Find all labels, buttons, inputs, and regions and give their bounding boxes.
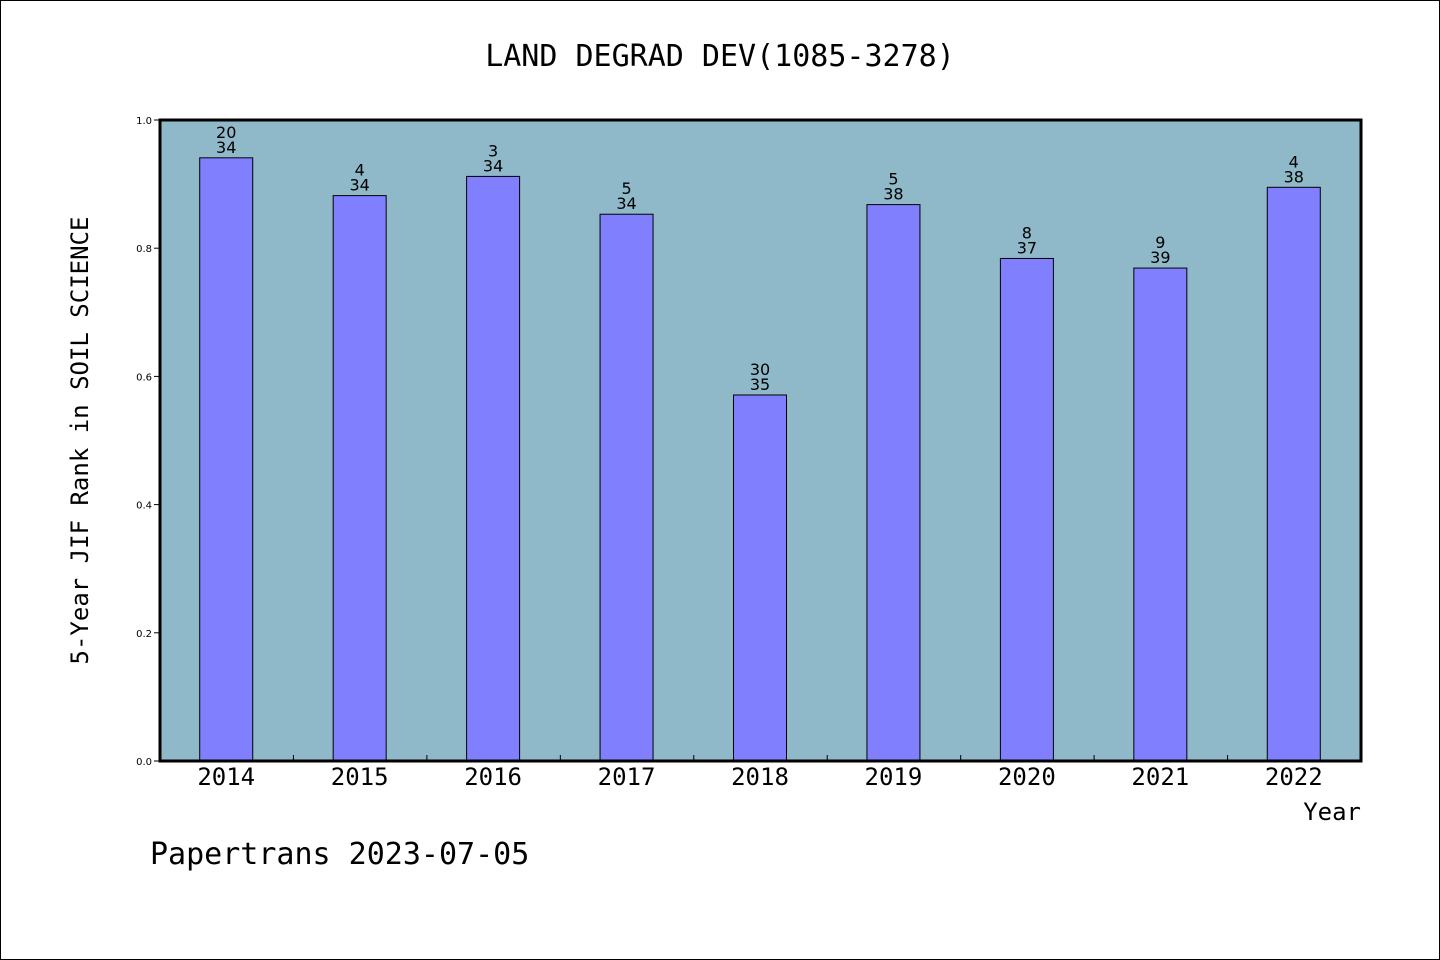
bars-group <box>199 157 1321 762</box>
x-tick-label-2014: 2014 <box>197 763 255 791</box>
total-label-2018: 35 <box>750 375 770 394</box>
total-label-2021: 39 <box>1150 248 1170 267</box>
bar-2017 <box>599 213 654 762</box>
x-tick-label-2021: 2021 <box>1131 763 1189 791</box>
x-tick-label-2016: 2016 <box>464 763 522 791</box>
bar-2015 <box>332 195 387 762</box>
x-tick-label-2022: 2022 <box>1265 763 1323 791</box>
y-tick-label: 1.0 <box>136 116 152 127</box>
total-label-2020: 37 <box>1017 238 1037 257</box>
bar-2016 <box>466 175 521 762</box>
x-tick-label-2020: 2020 <box>998 763 1056 791</box>
y-tick-label: 0.0 <box>136 757 152 768</box>
bar-2021 <box>1133 267 1188 762</box>
rank-label-2016: 3 <box>488 141 498 160</box>
x-tick-label-2015: 2015 <box>331 763 389 791</box>
bar-2019 <box>866 204 921 762</box>
x-axis-label: Year <box>1303 798 1361 826</box>
plot-border <box>158 118 1363 763</box>
rank-label-2014: 20 <box>216 123 236 142</box>
rank-label-2021: 9 <box>1155 233 1165 252</box>
x-tick-label-2017: 2017 <box>598 763 656 791</box>
rank-label-2018: 30 <box>750 360 770 379</box>
rank-label-2022: 4 <box>1289 152 1299 171</box>
total-label-2019: 38 <box>883 185 903 204</box>
total-label-2016: 34 <box>483 156 503 175</box>
bar-2022 <box>1266 186 1321 762</box>
total-label-2015: 34 <box>349 176 369 195</box>
bar-2018 <box>733 394 787 762</box>
y-tick-label: 0.4 <box>136 501 152 512</box>
total-label-2022: 38 <box>1284 167 1304 186</box>
x-tick-label-2019: 2019 <box>865 763 923 791</box>
y-tick-label: 0.6 <box>136 372 152 383</box>
chart-title: LAND DEGRAD DEV(1085-3278) <box>485 39 955 74</box>
rank-label-2015: 4 <box>355 161 365 180</box>
total-label-2017: 34 <box>616 194 636 213</box>
total-label-2014: 34 <box>216 138 236 157</box>
y-tick-label: 0.2 <box>136 629 152 640</box>
rank-label-2020: 8 <box>1022 223 1032 242</box>
bar-2014 <box>199 157 254 762</box>
rank-label-2017: 5 <box>621 179 631 198</box>
footer-text: Papertrans 2023-07-05 <box>150 837 529 872</box>
rank-label-2019: 5 <box>888 170 898 189</box>
x-tick-label-2018: 2018 <box>731 763 789 791</box>
bar-2020 <box>999 257 1054 762</box>
x-axis: 2014 2015 2016 2017 2018 2019 2020 2021 2022 <box>197 755 1323 791</box>
y-axis-label: 5-Year JIF Rank in SOIL SCIENCE <box>66 217 94 665</box>
y-tick-label: 0.8 <box>136 244 152 255</box>
y-axis: 0.0 0.2 0.4 0.6 0.8 1.0 <box>136 116 160 768</box>
